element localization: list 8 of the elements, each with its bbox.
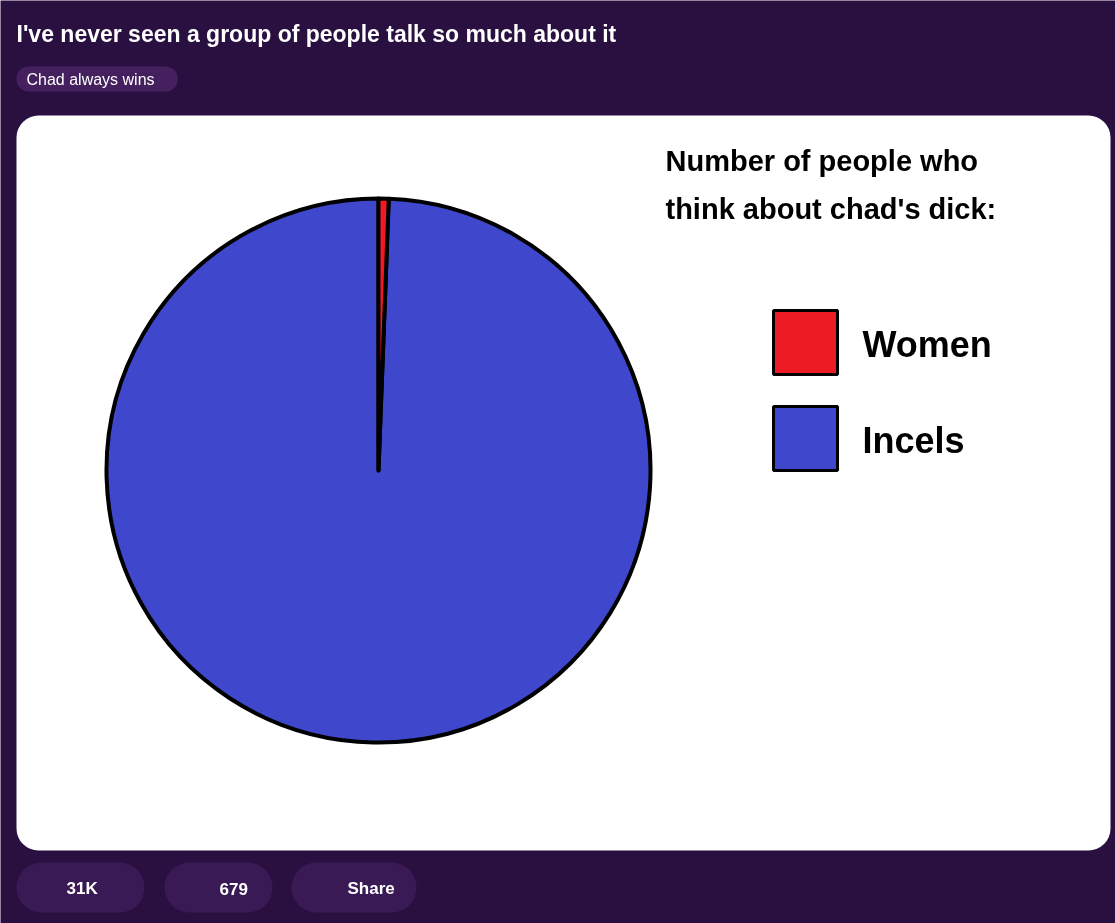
- chart-subtitle: Chad always wins: [26, 70, 155, 88]
- legend-label: Incels: [862, 420, 965, 461]
- legend-label: Women: [862, 324, 992, 365]
- text: Share: [347, 879, 395, 898]
- text: 679: [219, 879, 248, 899]
- text: 31K: [66, 879, 99, 898]
- chart-title: I've never seen a group of people talk so much about it: [16, 20, 617, 47]
- legend-title: Number of people who think about chad's dick:: [665, 144, 997, 225]
